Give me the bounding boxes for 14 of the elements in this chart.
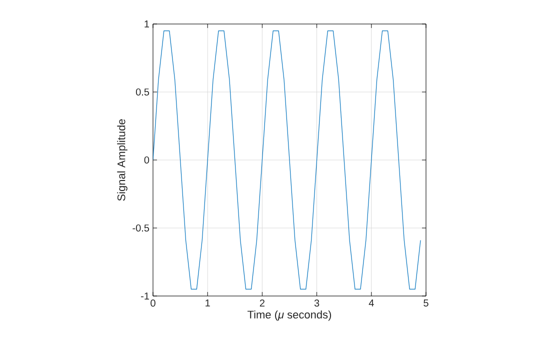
y-tick-label: -1	[141, 292, 149, 300]
y-tick-label: 0	[144, 156, 150, 164]
x-tick-label: 0	[150, 300, 156, 307]
x-tick-label: 3	[314, 300, 320, 307]
line-series	[153, 30, 421, 290]
x-tick-label: 4	[368, 300, 374, 306]
x-axis-title: Time (μ seconds)	[248, 310, 332, 321]
x-tick-label: 5	[424, 300, 428, 306]
y-tick-label: -0.5	[132, 224, 150, 232]
y-tick-label: 1	[144, 20, 149, 28]
y-axis-title: Signal Amplitude	[117, 119, 128, 201]
x-tick-label: 2	[260, 300, 264, 306]
y-tick-label: 0.5	[136, 88, 150, 96]
x-tick-label: 1	[206, 300, 210, 306]
